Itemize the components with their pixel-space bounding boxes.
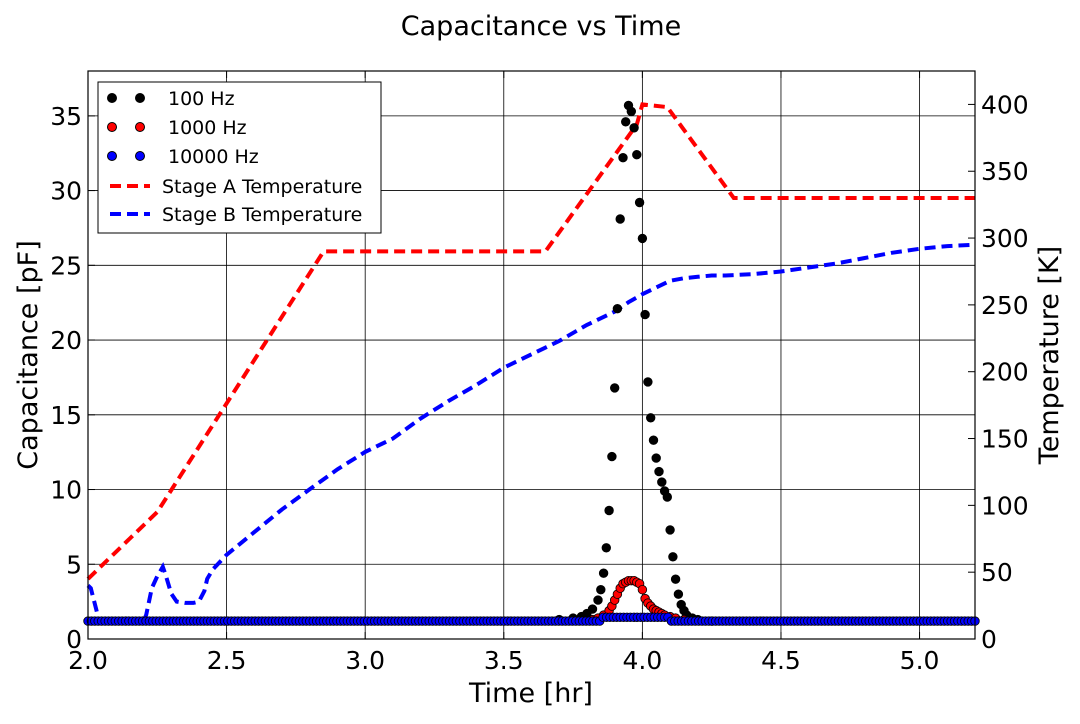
point-100hz — [615, 214, 625, 224]
x-tick-label: 4.5 — [761, 646, 801, 675]
x-tick-label: 3.5 — [484, 646, 524, 675]
y-axis-label: Capacitance [pF] — [13, 240, 44, 469]
plot-area — [83, 100, 980, 626]
y-tick-label: 35 — [50, 102, 82, 131]
y-tick-label: 20 — [50, 326, 82, 355]
y2-tick-label: 250 — [981, 291, 1029, 320]
point-100hz — [640, 309, 650, 320]
point-100hz — [601, 543, 612, 553]
y2-tick-label: 400 — [981, 90, 1029, 119]
legend-marker-10000hz — [135, 151, 145, 161]
y-tick-label: 0 — [66, 625, 82, 654]
series-line-stage-b-temperature — [86, 242, 976, 624]
x-tick-label: 3.0 — [345, 646, 385, 675]
point-100hz — [662, 492, 673, 502]
legend-label-1000hz: 1000 Hz — [168, 117, 247, 139]
point-100hz — [651, 453, 661, 463]
y-tick-label: 15 — [50, 401, 82, 430]
y-tick-label: 25 — [50, 251, 82, 280]
x-tick-label: 4.0 — [622, 646, 662, 675]
legend-marker-100hz — [135, 93, 145, 103]
y-tick-label: 10 — [50, 476, 82, 505]
y2-tick-label: 350 — [981, 157, 1029, 186]
y2-tick-label: 100 — [981, 491, 1029, 520]
point-100hz — [618, 152, 628, 163]
point-100hz — [634, 197, 645, 208]
point-100hz — [643, 377, 653, 387]
legend-marker-1000hz — [107, 122, 117, 132]
point-100hz — [654, 466, 664, 477]
chart-title: Capacitance vs Time — [401, 11, 681, 42]
legend-label-100hz: 100 Hz — [168, 88, 235, 110]
legend-label-stage-a: Stage A Temperature — [162, 176, 362, 198]
legend-box — [97, 81, 382, 234]
x-tick-label: 2.0 — [68, 646, 108, 675]
y-tick-label: 5 — [66, 550, 82, 579]
point-100hz — [587, 604, 598, 614]
point-100hz — [598, 568, 609, 578]
y2-tick-label: 150 — [981, 425, 1029, 454]
point-100hz — [596, 585, 606, 595]
y2-tick-label: 300 — [981, 224, 1029, 253]
y2-tick-label: 200 — [981, 358, 1029, 387]
point-100hz — [665, 525, 675, 535]
point-100hz — [629, 123, 639, 133]
point-100hz — [657, 477, 667, 487]
point-1000hz — [637, 585, 648, 595]
point-100hz — [670, 574, 681, 584]
point-100hz — [604, 505, 614, 516]
y2-tick-label: 50 — [981, 558, 1013, 587]
point-100hz — [668, 552, 678, 562]
point-100hz — [610, 383, 620, 393]
point-100hz — [637, 233, 648, 244]
legend-marker-1000hz — [135, 122, 145, 132]
x-tick-label: 5.0 — [900, 646, 940, 675]
y2-axis-label: Temperature [K] — [1034, 246, 1065, 465]
axis-ticks: 2.0 2.5 3.0 3.5 4.0 4.5 5.00510152025303505010… — [50, 71, 1029, 675]
point-100hz — [626, 106, 637, 117]
legend: 100 Hz 1000 Hz 10000 Hz Stage A Temperat… — [97, 81, 382, 234]
legend-marker-100hz — [107, 93, 117, 103]
point-100hz — [632, 149, 642, 160]
point-100hz — [612, 304, 623, 314]
point-100hz — [621, 117, 631, 127]
x-tick-label: 2.5 — [207, 646, 247, 675]
x-axis-label: Time [hr] — [468, 678, 593, 709]
y2-tick-label: 0 — [981, 625, 997, 654]
point-100hz — [607, 451, 617, 462]
point-100hz — [648, 435, 659, 445]
point-100hz — [673, 589, 684, 599]
legend-label-10000hz: 10000 Hz — [168, 146, 259, 168]
y-tick-label: 30 — [50, 177, 82, 206]
legend-label-stage-b: Stage B Temperature — [162, 204, 362, 226]
point-100hz — [646, 413, 656, 423]
point-100hz — [593, 595, 603, 605]
plot-frame — [87, 70, 976, 640]
legend-marker-10000hz — [107, 151, 117, 161]
